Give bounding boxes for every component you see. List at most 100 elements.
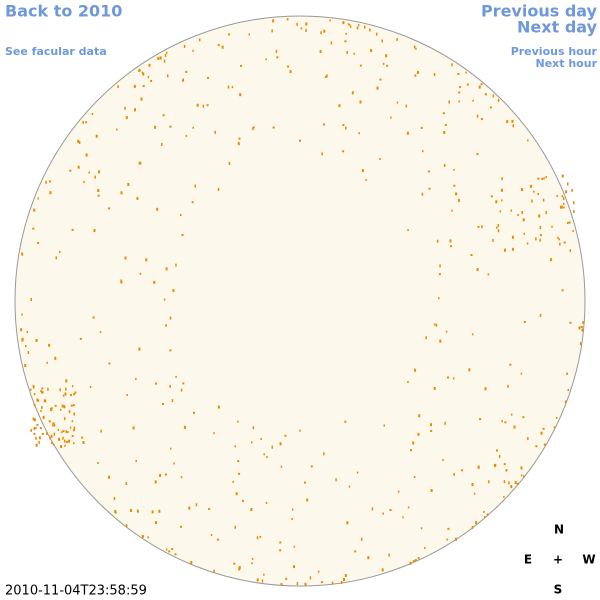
facula	[499, 210, 502, 213]
facula	[40, 410, 42, 413]
facula	[221, 45, 224, 49]
facula	[558, 238, 560, 241]
facula	[520, 372, 523, 375]
facula	[349, 25, 352, 28]
back-link[interactable]: Back to 2010	[5, 2, 122, 21]
facula	[489, 106, 492, 109]
facula	[442, 458, 444, 461]
facula	[48, 343, 51, 347]
facula	[82, 441, 85, 444]
facula	[323, 29, 326, 33]
facula	[354, 550, 357, 553]
facula	[317, 570, 320, 573]
facula	[451, 63, 453, 67]
facula	[385, 54, 388, 58]
facula	[97, 462, 99, 464]
facula	[171, 399, 174, 403]
facula	[567, 389, 569, 392]
facula	[43, 399, 46, 403]
facula	[356, 26, 359, 30]
facula	[443, 131, 446, 134]
facula	[52, 424, 54, 427]
facula	[476, 268, 479, 271]
facula	[253, 126, 255, 129]
facula	[568, 221, 571, 224]
facula	[63, 417, 66, 421]
facula	[95, 134, 98, 138]
facula	[280, 583, 283, 586]
facula	[521, 211, 523, 214]
facula	[132, 426, 135, 430]
next-day-link[interactable]: Next day	[517, 18, 598, 37]
facula	[168, 550, 171, 553]
facula	[24, 364, 27, 367]
facula	[108, 362, 111, 365]
facula	[492, 238, 494, 242]
facula	[471, 333, 474, 336]
facula	[263, 453, 265, 456]
facula	[251, 562, 253, 565]
facula	[256, 536, 259, 540]
facula	[442, 112, 445, 115]
facula	[162, 114, 165, 117]
facula	[59, 408, 62, 411]
facula	[164, 53, 167, 57]
facula	[487, 273, 490, 276]
facula	[473, 492, 476, 495]
facula	[319, 50, 322, 54]
facula	[39, 427, 42, 430]
facula	[53, 423, 56, 427]
facula	[526, 242, 529, 245]
facula	[265, 58, 267, 61]
facula	[417, 432, 420, 436]
facula	[390, 116, 392, 119]
facula	[88, 171, 90, 174]
facula	[551, 225, 553, 228]
facula	[188, 506, 191, 510]
facula	[478, 85, 481, 89]
facula	[78, 141, 81, 145]
facula	[565, 190, 568, 194]
facula	[422, 150, 424, 153]
facula	[490, 195, 493, 198]
compass-center: +	[553, 553, 563, 567]
facula	[59, 250, 61, 253]
facula	[170, 447, 172, 450]
facula	[98, 170, 100, 174]
facula	[415, 47, 417, 50]
previous-day-link[interactable]: Previous day	[481, 2, 598, 21]
facular-link[interactable]: See facular data	[5, 45, 107, 58]
facula	[347, 23, 350, 26]
facula	[194, 184, 196, 188]
previous-hour-link[interactable]: Previous hour	[511, 45, 598, 58]
facula	[348, 23, 351, 26]
facula	[66, 440, 68, 443]
facula	[409, 561, 412, 565]
facula	[46, 361, 48, 364]
facula	[280, 465, 283, 468]
next-hour-link[interactable]: Next hour	[536, 57, 598, 70]
facula	[511, 235, 514, 239]
facula	[567, 222, 569, 224]
facula	[142, 85, 145, 88]
facula	[563, 202, 565, 205]
facula	[424, 546, 426, 549]
facula	[59, 388, 61, 392]
facula	[381, 39, 383, 43]
facula	[492, 94, 495, 98]
facula	[73, 412, 75, 416]
facula	[305, 28, 307, 32]
facula	[37, 242, 39, 244]
facula	[238, 566, 241, 569]
facula	[50, 408, 53, 411]
facula	[235, 492, 238, 496]
facula	[569, 249, 572, 253]
facula	[540, 431, 543, 435]
facula	[182, 382, 185, 385]
facula	[379, 78, 382, 81]
facula	[85, 153, 88, 157]
facula	[279, 541, 282, 544]
facula	[174, 553, 177, 556]
facula	[71, 228, 74, 231]
facula	[54, 356, 57, 360]
